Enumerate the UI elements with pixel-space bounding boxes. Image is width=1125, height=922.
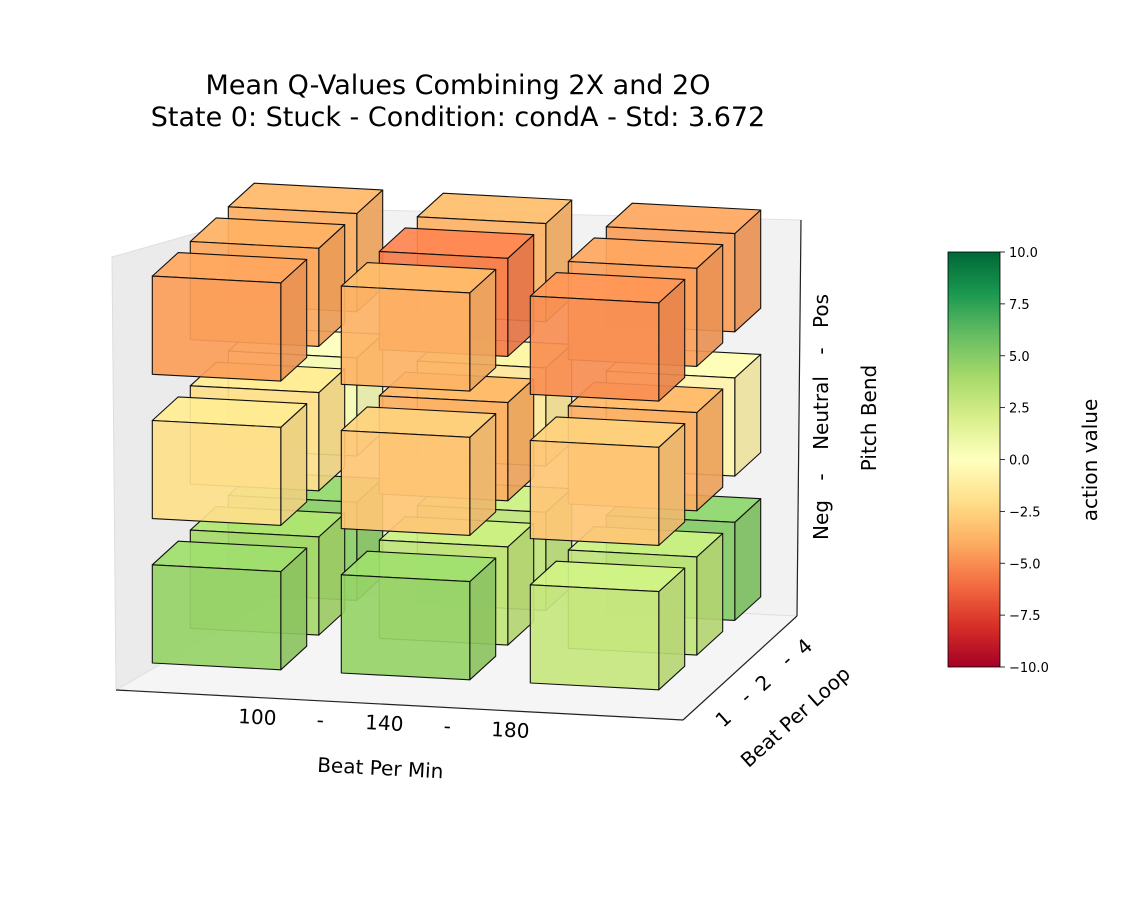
y-tick-label: 1 — [711, 706, 737, 732]
x-tick-label: - — [443, 714, 451, 738]
cube-bar — [340, 550, 497, 681]
cube-front-face — [151, 419, 282, 526]
z-axis-label: Pitch Bend — [857, 365, 881, 471]
cube-bar — [151, 396, 308, 526]
cube-bar — [340, 262, 497, 392]
cube-front-face — [529, 439, 660, 546]
y-tick-label: - — [735, 685, 756, 708]
cube-bar — [529, 272, 686, 402]
colorbar-tick-label: −5.0 — [1009, 557, 1041, 572]
x-axis-line — [115, 689, 684, 721]
colorbar-strip — [947, 251, 1001, 668]
cube-bar — [151, 540, 308, 671]
chart-title-line2: State 0: Stuck - Condition: condA - Std:… — [151, 102, 766, 133]
z-axis-line — [796, 219, 802, 617]
x-axis-label: Beat Per Min — [317, 753, 444, 784]
colorbar-tick-label: −2.5 — [1009, 505, 1041, 520]
x-tick-label: 140 — [365, 710, 404, 736]
x-tick-label: - — [316, 708, 324, 732]
cube-front-face — [529, 295, 660, 402]
cube-bars — [151, 182, 762, 691]
colorbar-ticks: 10.0 7.5 5.0 2.5 0.0 −2.5 −5.0 −7.5 −10.0 — [1000, 246, 1049, 676]
cube-front-face — [340, 429, 471, 536]
colorbar-tick-label: −10.0 — [1009, 661, 1049, 676]
y-tick-label: - — [776, 648, 797, 671]
x-tick-label: 180 — [491, 717, 530, 743]
x-tick-label: 100 — [238, 704, 277, 730]
z-tick-label: Neg — [809, 500, 833, 540]
z-tick-label: Neutral — [809, 376, 833, 450]
cube-front-face — [529, 584, 660, 691]
z-tick-label: - — [809, 347, 833, 354]
colorbar-tick-label: 7.5 — [1009, 298, 1030, 313]
z-tick-label: - — [809, 473, 833, 480]
y-axis-line — [682, 615, 798, 721]
z-tick-label: Pos — [809, 294, 833, 328]
cube-bar — [529, 560, 686, 691]
chart-title-line1: Mean Q-Values Combining 2X and 2O — [206, 70, 711, 101]
cube-front-face — [340, 285, 471, 392]
cube-front-face — [151, 564, 282, 671]
y-tick-label: 4 — [792, 634, 818, 660]
cube-bar — [151, 252, 308, 382]
cube-front-face — [340, 574, 471, 681]
z-axis-ticks: Neg - Neutral - Pos — [809, 294, 833, 540]
colorbar: 10.0 7.5 5.0 2.5 0.0 −2.5 −5.0 −7.5 −10.0 action… — [947, 246, 1102, 676]
colorbar-tick-label: 5.0 — [1009, 350, 1030, 365]
cube-front-face — [151, 275, 282, 382]
colorbar-tick-label: 0.0 — [1009, 454, 1030, 469]
colorbar-tick-label: 2.5 — [1009, 402, 1030, 417]
x-axis-ticks: 100 - 140 - 180 — [238, 704, 530, 743]
colorbar-tick-label: −7.5 — [1009, 609, 1041, 624]
colorbar-label: action value — [1078, 399, 1102, 522]
colorbar-tick-label: 10.0 — [1009, 246, 1038, 261]
y-tick-label: 2 — [751, 670, 777, 696]
cube-bar — [340, 406, 497, 536]
cube-bar — [529, 416, 686, 546]
